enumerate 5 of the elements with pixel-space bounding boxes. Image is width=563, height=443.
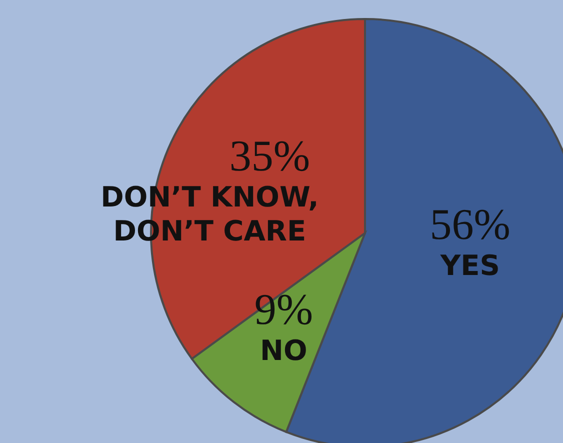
slice-label: NO: [260, 334, 308, 367]
data-label: 56%: [430, 200, 510, 250]
data-label: 9%: [254, 284, 314, 334]
data-label: 35%: [229, 131, 310, 180]
slice-label: YES: [439, 249, 500, 282]
